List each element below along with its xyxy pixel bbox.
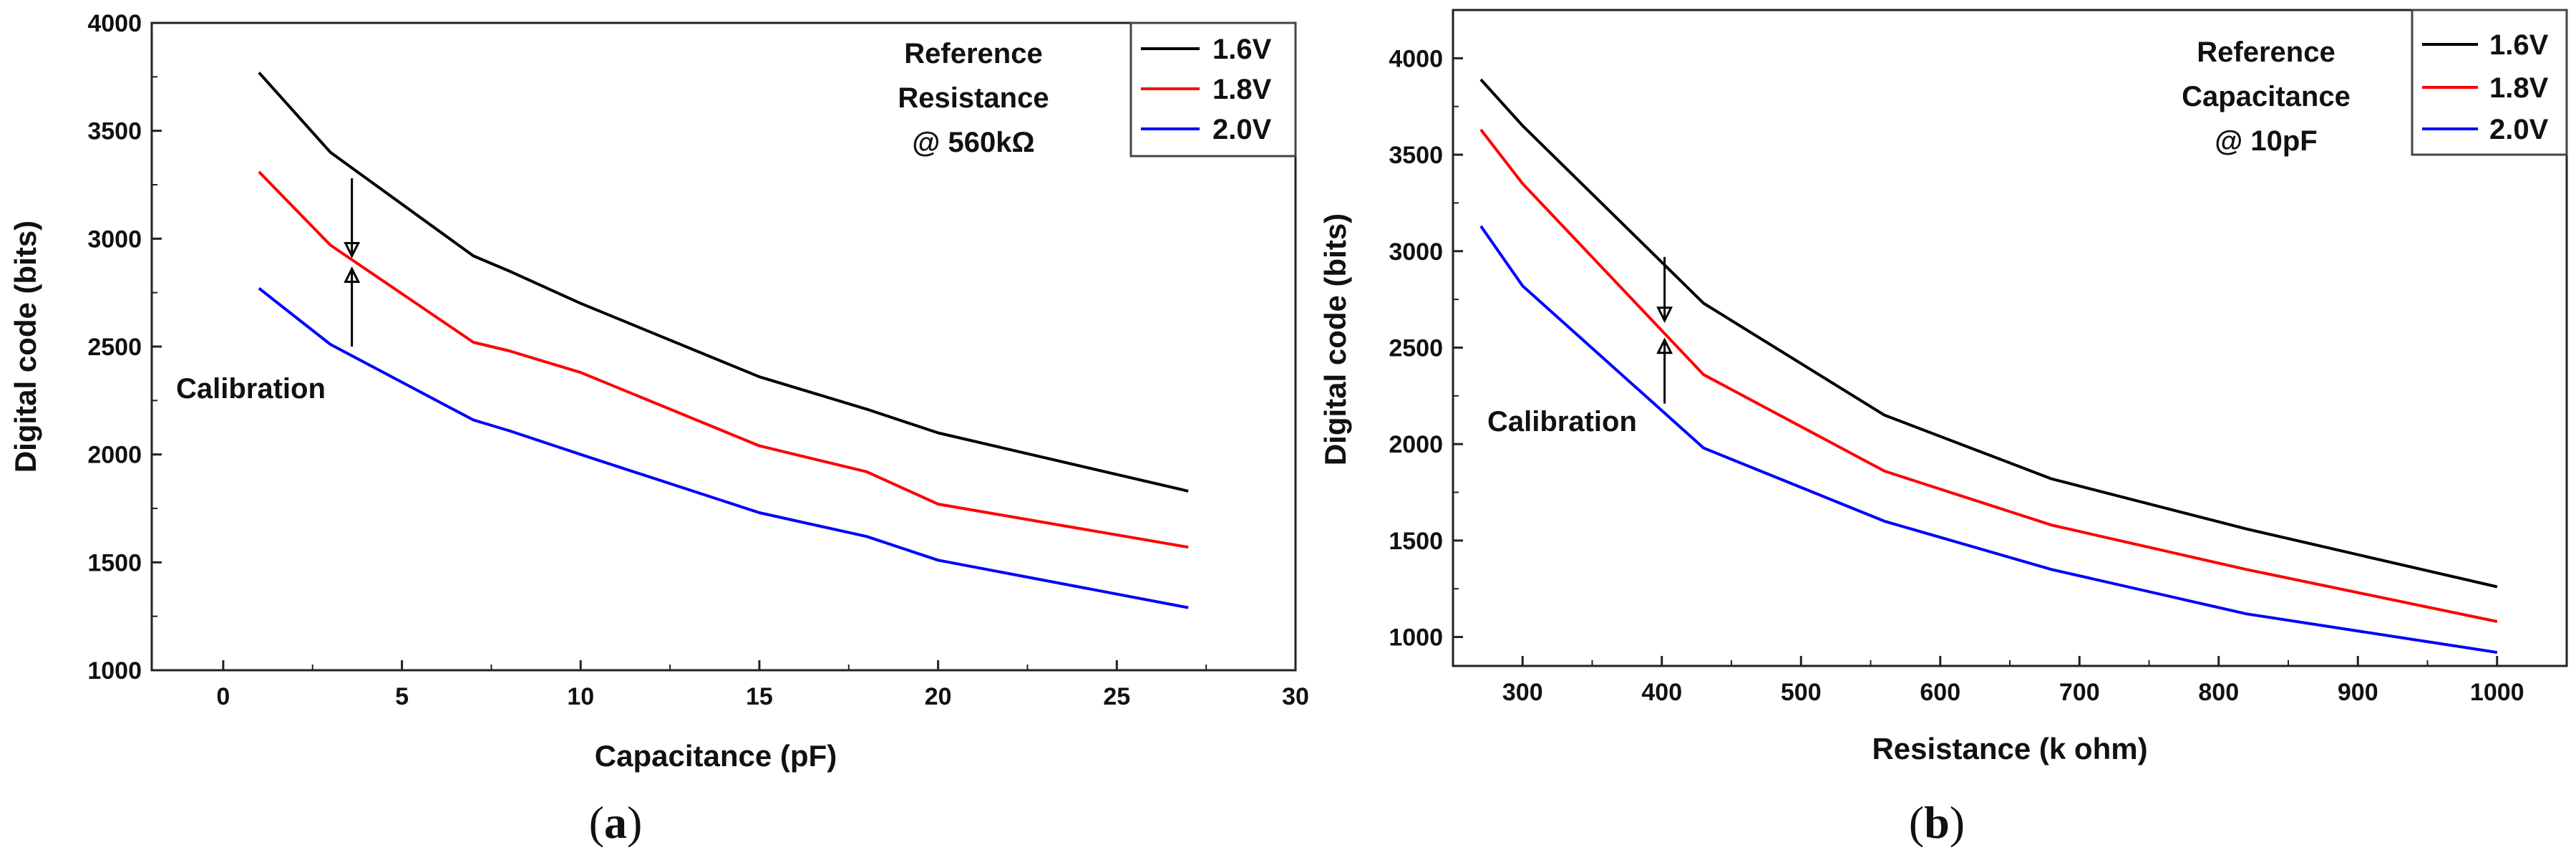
series-line-a-2.0V [258,287,1189,609]
x-tick-label-a-5: 25 [1103,683,1130,710]
series-line-b-1.6V [1479,78,2498,589]
y-axis-title-a: Digital code (bits) [9,221,42,473]
x-tick-label-a-3: 15 [746,683,773,710]
y-tick-label-b-5: 3500 [1389,142,1443,169]
y-axis-title-b: Digital code (bits) [1318,213,1352,465]
series-lines-a [258,71,1189,609]
legend-label-a-1: 1.8V [1212,74,1272,105]
reference-line-b-1: Capacitance [2182,81,2351,112]
y-tick-label-a-5: 3500 [87,118,142,145]
legend-a: 1.6V 1.8V 2.0V [1129,21,1297,158]
y-tick-label-a-2: 2000 [87,442,142,469]
series-line-b-2.0V [1479,225,2498,654]
y-tick-label-a-0: 1000 [87,657,142,685]
legend-label-b-0: 1.6V [2489,29,2549,61]
x-axis-title-a: Capacitance (pF) [595,739,837,773]
x-tick-label-b-1: 400 [1641,679,1682,706]
calibration-arrows-a [344,178,361,347]
panel-label-letter-b: b [1924,797,1950,848]
series-lines-b [1479,78,2498,654]
legend-label-b-1: 1.8V [2489,72,2549,104]
x-tick-label-b-3: 600 [1920,679,1960,706]
x-tick-label-b-2: 500 [1781,679,1822,706]
y-tick-label-a-3: 2500 [87,334,142,361]
y-tick-label-b-6: 4000 [1389,45,1443,72]
arrow-up-a-head [344,266,361,284]
x-tick-label-a-0: 0 [216,683,230,710]
arrow-up-a [344,266,361,347]
calibration-label-a: Calibration [176,373,326,405]
panel-label-b: (b) [1909,797,1965,848]
x-tick-label-a-2: 10 [567,683,594,710]
arrow-down-b [1656,256,1673,324]
panel-b-chart: 300 400 500 600 700 800 900 1000 1000 1500 2000 250… [1318,9,2568,848]
reference-annotation-b: Reference Capacitance @ 10pF [2182,37,2351,157]
axis-ticks-a: 0 5 10 15 20 25 30 1000 1500 2000 2500 3000 3500 4000 [87,10,1309,710]
arrow-up-b-head [1656,337,1673,354]
series-line-a-1.8V [258,170,1189,549]
arrow-down-a-head [344,241,361,258]
x-tick-label-a-6: 30 [1282,683,1309,710]
y-tick-label-a-4: 3000 [87,226,142,253]
reference-line-a-1: Resistance [898,82,1049,114]
y-tick-label-b-1: 1500 [1389,528,1443,555]
reference-annotation-a: Reference Resistance @ 560kΩ [898,38,1049,158]
calibration-label-b: Calibration [1487,406,1637,438]
legend-b: 1.6V 1.8V 2.0V [2411,9,2568,156]
legend-label-a-0: 1.6V [1212,34,1272,65]
panel-a-chart: 0 5 10 15 20 25 30 1000 1500 2000 2500 3000 3500 4000… [9,10,1309,848]
panel-label-letter-a: a [604,797,627,848]
arrow-up-b [1656,337,1673,404]
reference-line-b-0: Reference [2197,37,2335,68]
y-tick-label-b-3: 2500 [1389,334,1443,362]
calibration-arrows-b [1656,256,1673,404]
x-tick-label-b-4: 700 [2059,679,2100,706]
series-line-a-1.6V [258,71,1189,493]
x-tick-label-b-0: 300 [1502,679,1543,706]
panel-label-a: (a) [589,797,643,848]
y-tick-label-b-0: 1000 [1389,624,1443,652]
plot-frame-b [1452,9,2568,667]
axis-ticks-b: 300 400 500 600 700 800 900 1000 1000 1500 2000 250… [1389,45,2524,706]
y-tick-label-a-1: 1500 [87,549,142,576]
plot-frame-a [150,21,1297,672]
legend-box-b [2411,9,2568,156]
y-tick-label-b-2: 2000 [1389,431,1443,458]
arrow-down-a [344,178,361,258]
x-tick-label-b-7: 1000 [2470,679,2524,706]
legend-label-b-2: 2.0V [2489,114,2549,145]
arrow-down-b-head [1656,306,1673,324]
x-tick-label-a-1: 5 [395,683,409,710]
y-tick-label-a-6: 4000 [87,10,142,37]
reference-line-b-2: @ 10pF [2215,125,2317,157]
series-line-b-1.8V [1479,128,2498,623]
x-axis-title-b: Resistance (k ohm) [1872,732,2147,765]
legend-label-a-2: 2.0V [1212,114,1272,145]
x-tick-label-a-4: 20 [925,683,952,710]
x-tick-label-b-6: 900 [2338,679,2378,706]
reference-line-a-0: Reference [904,38,1042,69]
x-tick-label-b-5: 800 [2198,679,2239,706]
reference-line-a-2: @ 560kΩ [912,127,1034,158]
y-tick-label-b-4: 3000 [1389,238,1443,266]
